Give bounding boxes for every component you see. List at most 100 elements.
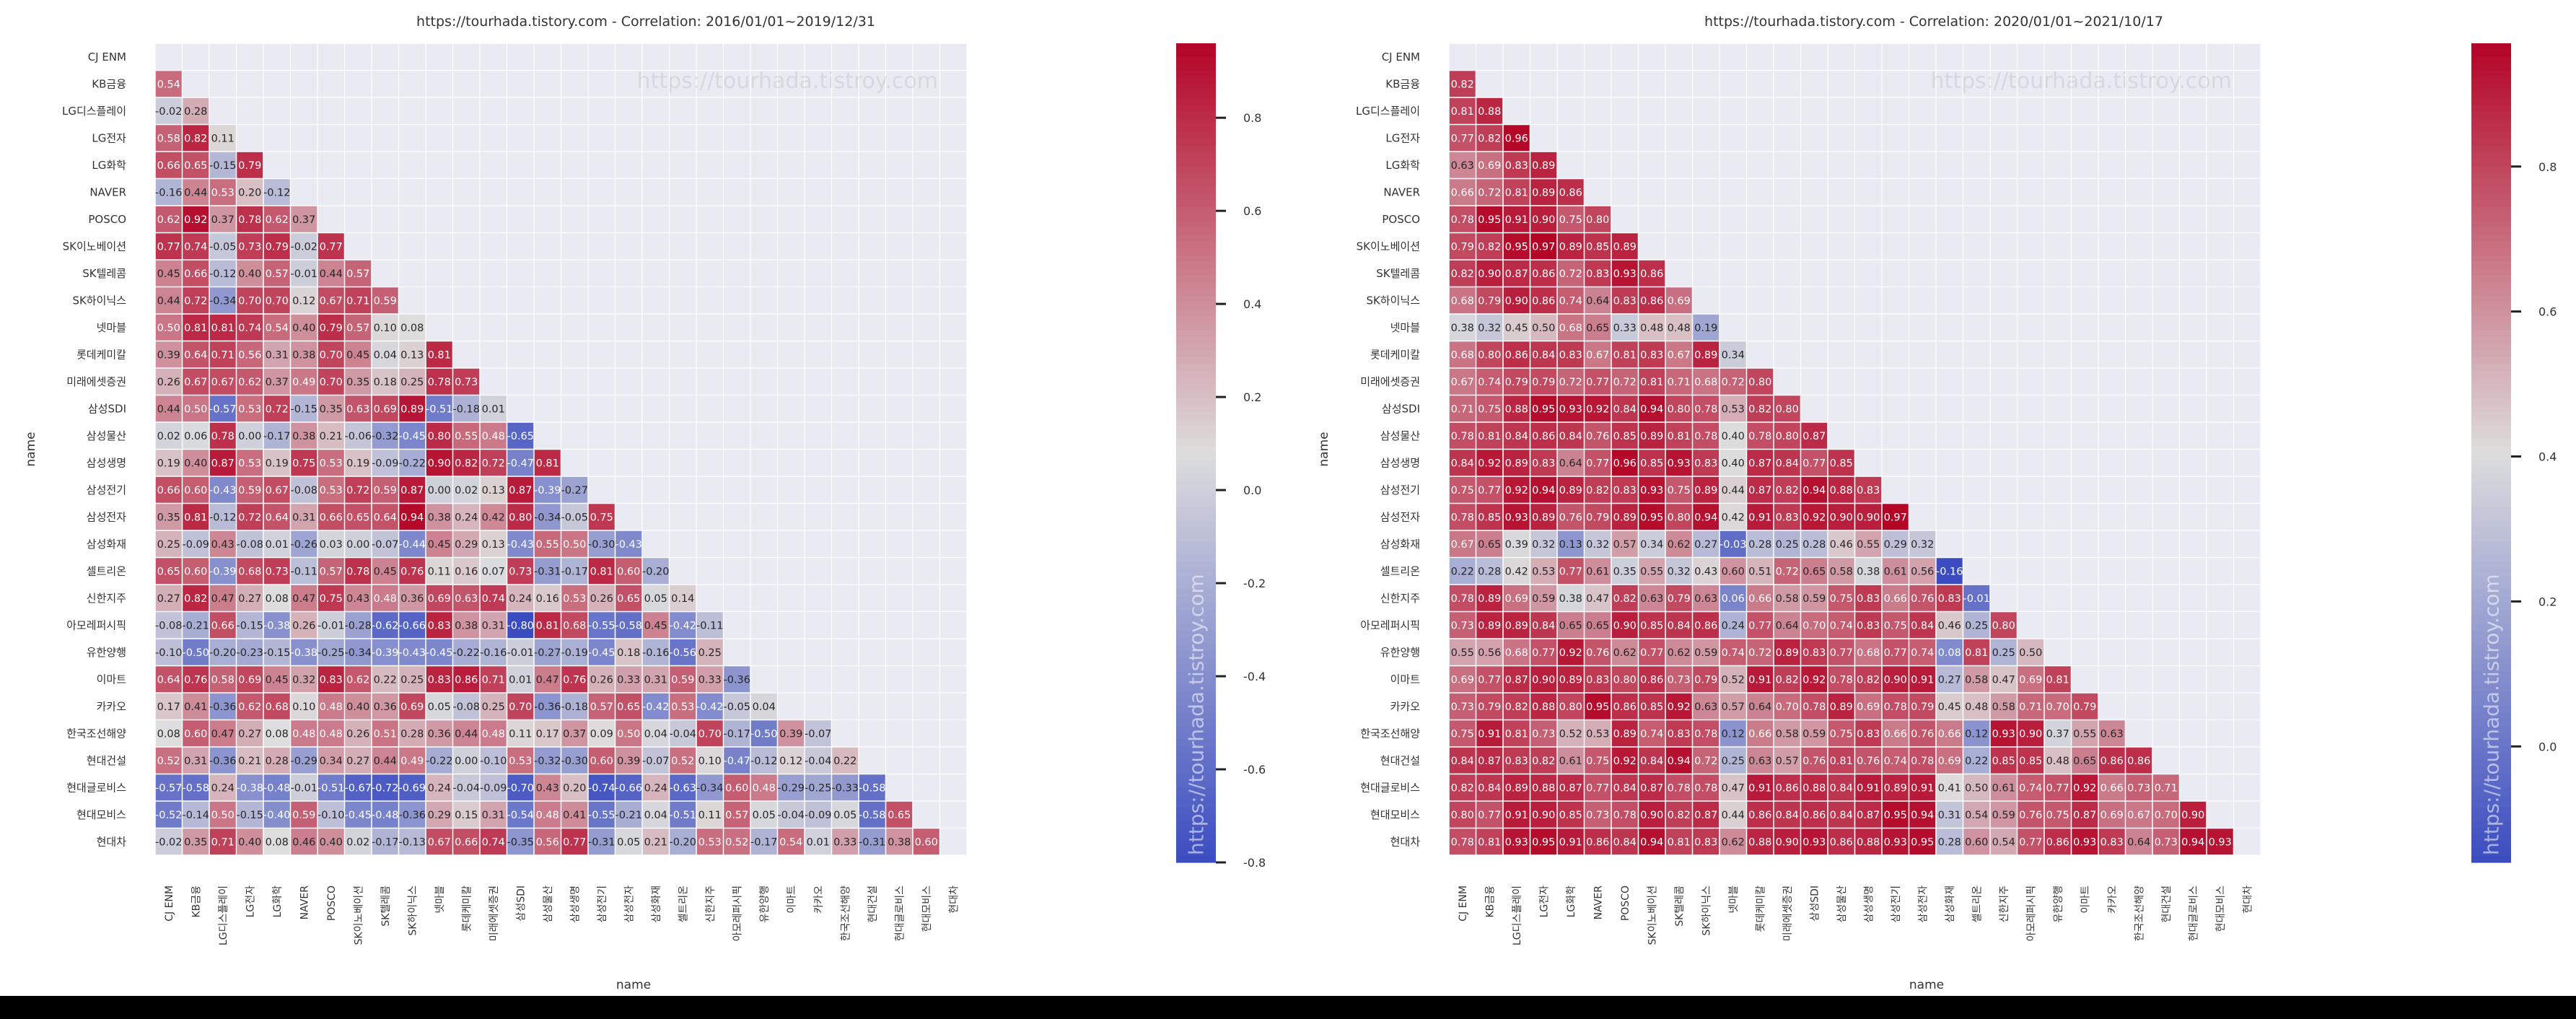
colorbar-segment <box>1176 800 1216 808</box>
colorbar-segment <box>1176 145 1216 153</box>
heatmap-cell <box>1747 828 1774 855</box>
heatmap-cell <box>1747 774 1774 801</box>
heatmap-cell <box>1530 828 1557 855</box>
cell-value-label: 0.76 <box>1586 647 1609 659</box>
heatmap-cell <box>1476 341 1503 368</box>
cell-value-label: -0.39 <box>209 566 237 577</box>
cell-value-label: 0.74 <box>1640 728 1663 740</box>
heatmap-cell <box>1503 693 1530 720</box>
cell-value-label: 0.71 <box>2019 701 2042 713</box>
heatmap-cell <box>1449 747 1476 774</box>
heatmap-cell <box>453 395 480 422</box>
heatmap-cell <box>1828 504 1854 530</box>
cell-value-label: -0.34 <box>344 647 372 659</box>
cell-value-label: 0.28 <box>1748 539 1771 551</box>
heatmap-cell <box>291 476 317 503</box>
heatmap-cell <box>453 422 480 449</box>
cell-value-label: 0.81 <box>536 458 559 469</box>
cell-value-label: -0.38 <box>290 647 317 659</box>
cell-value-label: 0.79 <box>1586 512 1609 523</box>
cell-value-label: 0.86 <box>1532 295 1555 307</box>
cell-value-label: 0.44 <box>374 756 397 767</box>
heatmap-cell <box>209 828 236 855</box>
cell-value-label: 0.52 <box>1559 728 1582 740</box>
cell-value-label: 0.37 <box>2046 728 2069 740</box>
colorbar-segment <box>1176 548 1216 556</box>
heatmap-cell <box>453 747 480 774</box>
cell-value-label: 0.89 <box>400 403 424 415</box>
heatmap-cell <box>399 774 426 801</box>
cell-value-label: 0.77 <box>320 241 343 253</box>
cell-value-label: 0.83 <box>320 674 343 686</box>
x-tick-label: SK텔레콤 <box>1674 885 1686 927</box>
cell-value-label: 0.27 <box>1938 674 1961 686</box>
colorbar-segment <box>1176 241 1216 249</box>
heatmap-cell <box>1774 801 1800 828</box>
cell-value-label: 0.44 <box>157 403 180 415</box>
colorbar-segment <box>1176 371 1216 379</box>
cell-value-label: 0.59 <box>1992 810 2015 821</box>
x-tick-label: SK이노베이션 <box>353 885 364 945</box>
heatmap-cell <box>1719 828 1746 855</box>
colorbar-segment <box>2471 787 2511 795</box>
cell-value-label: 0.53 <box>698 836 722 848</box>
cell-value-label: 0.85 <box>1640 701 1663 713</box>
heatmap-cell <box>1611 314 1638 341</box>
heatmap-cell <box>778 747 805 774</box>
heatmap-cell <box>2018 774 2044 801</box>
cell-value-label: 0.77 <box>1640 647 1663 659</box>
heatmap-cell <box>453 504 480 530</box>
heatmap-cell <box>1801 585 1828 611</box>
x-tick-label: 현대건설 <box>2161 885 2173 923</box>
cell-value-label: -0.31 <box>534 566 561 577</box>
heatmap-cell <box>263 314 290 341</box>
cell-value-label: -0.69 <box>398 782 426 794</box>
heatmap-cell <box>1828 639 1854 665</box>
heatmap-cell <box>1801 504 1828 530</box>
cell-value-label: -0.04 <box>452 782 480 794</box>
heatmap-cell <box>237 368 263 395</box>
heatmap-cell <box>778 774 805 801</box>
colorbar-segment <box>2471 849 2511 857</box>
cell-value-label: 0.65 <box>1802 566 1826 577</box>
heatmap-cell <box>750 801 777 828</box>
cell-value-label: 0.70 <box>509 701 532 713</box>
heatmap-cell <box>1963 720 1990 747</box>
heatmap-cell <box>507 666 534 693</box>
cell-value-label: 0.24 <box>428 782 451 794</box>
cell-value-label: 0.70 <box>2155 810 2178 821</box>
cell-value-label: 0.81 <box>211 323 235 334</box>
colorbar-segment <box>2471 289 2511 297</box>
cell-value-label: 0.73 <box>1668 674 1691 686</box>
heatmap-cell <box>291 693 317 720</box>
y-tick-label: SK하이닉스 <box>72 294 126 307</box>
heatmap-cell <box>1909 801 1936 828</box>
heatmap-cell <box>345 476 372 503</box>
heatmap-cell <box>1557 828 1584 855</box>
cell-value-label: 0.79 <box>238 160 261 172</box>
cell-value-label: 0.77 <box>1478 674 1501 686</box>
cell-value-label: 0.80 <box>1668 403 1691 415</box>
heatmap-cell <box>155 639 182 665</box>
heatmap-cell <box>750 747 777 774</box>
cell-value-label: 0.71 <box>1668 377 1691 388</box>
cell-value-label: 0.40 <box>346 701 369 713</box>
cell-value-label: 0.35 <box>320 403 343 415</box>
y-tick-label: 한국조선해양 <box>66 727 126 740</box>
heatmap-cell <box>615 747 642 774</box>
heatmap-cell <box>1639 774 1665 801</box>
cell-value-label: 0.08 <box>157 728 180 740</box>
heatmap-cell <box>1557 747 1584 774</box>
heatmap-cell <box>561 504 588 530</box>
heatmap-cell <box>778 828 805 855</box>
heatmap-cell <box>1774 476 1800 503</box>
heatmap-cell <box>1936 774 1963 801</box>
cell-value-label: 0.89 <box>1505 620 1528 631</box>
cell-value-label: 0.53 <box>1532 566 1555 577</box>
heatmap-cell <box>1585 774 1611 801</box>
heatmap-cell <box>1665 801 1692 828</box>
cell-value-label: 0.27 <box>346 756 369 767</box>
heatmap-cell <box>1828 828 1854 855</box>
y-tick-label: 신한지주 <box>1380 592 1420 605</box>
heatmap-cell <box>642 774 669 801</box>
